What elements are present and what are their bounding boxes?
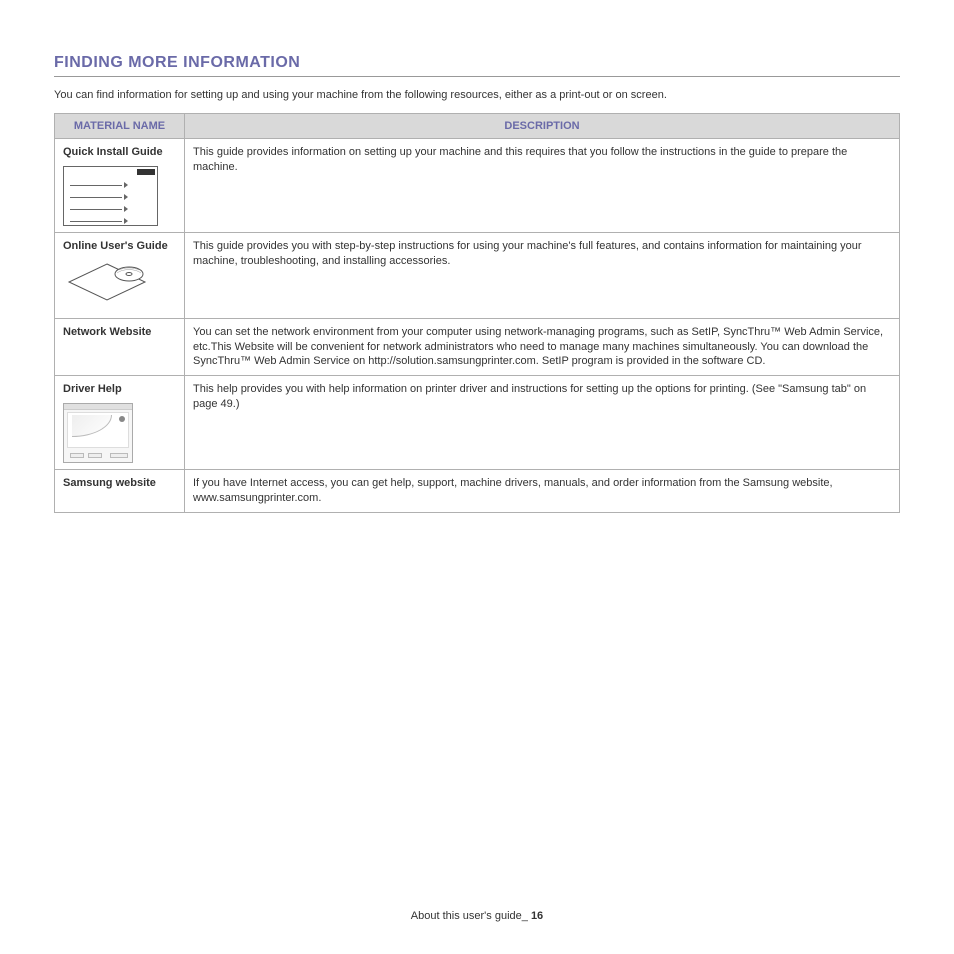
cd-sleeve-icon <box>63 260 158 312</box>
table-row: Samsung website If you have Internet acc… <box>55 470 900 513</box>
table-row: Online User's Guide This guide provides … <box>55 232 900 318</box>
material-name: Driver Help <box>63 382 176 397</box>
material-description: This guide provides you with step-by-ste… <box>185 232 900 318</box>
table-row: Quick Install Guide This guide <box>55 139 900 233</box>
material-description: This help provides you with help informa… <box>185 376 900 470</box>
material-description: If you have Internet access, you can get… <box>185 470 900 513</box>
page-number: 16 <box>531 910 543 922</box>
material-name: Network Website <box>63 325 176 340</box>
section-heading: FINDING MORE INFORMATION <box>54 54 900 77</box>
col-header-description: DESCRIPTION <box>185 114 900 139</box>
quick-install-guide-icon <box>63 166 176 226</box>
material-description: This guide provides information on setti… <box>185 139 900 233</box>
driver-dialog-icon <box>63 403 176 463</box>
material-name: Quick Install Guide <box>63 145 176 160</box>
intro-text: You can find information for setting up … <box>54 89 900 101</box>
resources-table: MATERIAL NAME DESCRIPTION Quick Install … <box>54 113 900 513</box>
material-name: Online User's Guide <box>63 239 176 254</box>
footer-text: About this user's guide_ <box>411 910 528 922</box>
table-row: Driver Help This help provides you with <box>55 376 900 470</box>
page-footer: About this user's guide_ 16 <box>0 910 954 922</box>
table-row: Network Website You can set the network … <box>55 318 900 376</box>
material-description: You can set the network environment from… <box>185 318 900 376</box>
material-name: Samsung website <box>63 476 176 491</box>
col-header-material: MATERIAL NAME <box>55 114 185 139</box>
